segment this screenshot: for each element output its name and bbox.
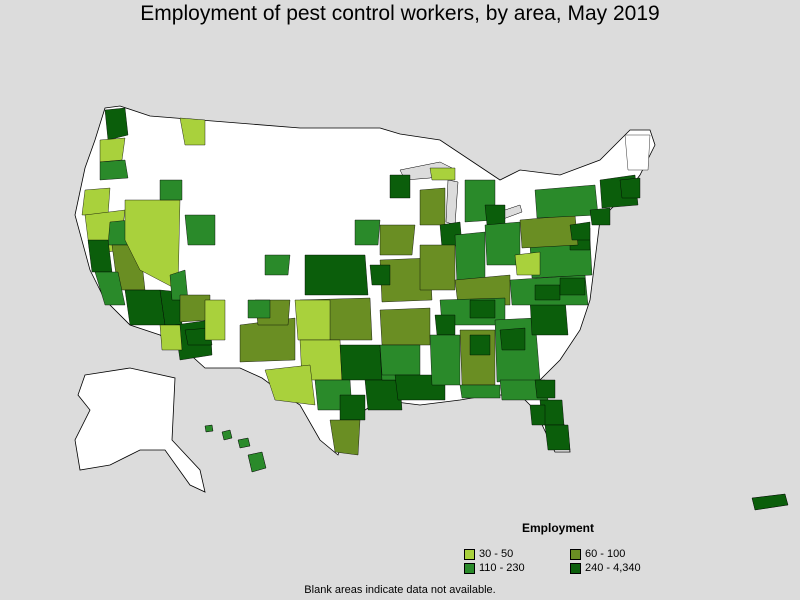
area-nm-west <box>204 299 226 341</box>
area-pa <box>519 214 579 249</box>
alaska-outline <box>74 367 206 493</box>
area-tampa <box>529 404 546 426</box>
legend-item-2: 60 - 100 <box>570 548 625 560</box>
area-philly <box>569 221 591 241</box>
area-raleigh <box>559 277 586 296</box>
area-in <box>454 231 486 286</box>
area-az-west <box>159 324 183 351</box>
area-idaho-boise <box>159 179 183 201</box>
area-kansas <box>304 254 369 296</box>
area-seattle <box>104 107 129 141</box>
area-la <box>124 289 166 326</box>
area-fl-panhandle <box>459 384 501 399</box>
legend-label-4: 240 - 4,340 <box>585 562 641 574</box>
legend-swatch-1 <box>464 548 475 560</box>
legend-swatch-3 <box>464 562 475 574</box>
area-fl-south <box>544 424 571 451</box>
area-birmingham <box>469 334 491 356</box>
legend-swatch-2 <box>570 548 581 560</box>
area-jacksonville <box>534 379 556 399</box>
legend-item-1: 30 - 50 <box>464 548 513 560</box>
area-ca-coast <box>94 271 126 306</box>
area-wa-west <box>99 137 126 163</box>
area-ok-west <box>294 299 331 341</box>
legend-item-3: 110 - 230 <box>464 562 525 574</box>
area-ny-upstate <box>534 184 599 219</box>
area-charlotte <box>534 284 561 301</box>
area-sf-bay <box>87 239 113 273</box>
area-memphis <box>434 314 456 336</box>
area-austin <box>339 394 366 421</box>
map-title: Employment of pest control workers, by a… <box>140 2 660 25</box>
area-mi-upper <box>429 167 456 181</box>
area-nebraska <box>354 219 381 246</box>
area-mn <box>389 174 411 199</box>
legend-label-3: 110 - 230 <box>479 562 525 574</box>
area-iowa <box>379 224 416 256</box>
employment-areas <box>81 107 651 456</box>
area-spokane <box>179 117 206 146</box>
area-wi <box>419 187 446 226</box>
area-il <box>419 244 456 291</box>
area-or-coast <box>81 187 111 216</box>
puerto-rico-outline <box>751 493 789 511</box>
hawaii-oahu <box>221 429 233 441</box>
area-tx-south <box>329 419 361 456</box>
area-atlanta <box>499 327 526 351</box>
alaska <box>74 367 206 493</box>
area-detroit <box>484 204 506 226</box>
area-portland <box>99 159 129 181</box>
area-mo <box>379 257 433 303</box>
legend-title: Employment <box>522 521 595 535</box>
legend-label-1: 30 - 50 <box>479 548 514 560</box>
area-ky <box>454 274 511 306</box>
hawaii-big-island <box>247 451 267 473</box>
area-ms <box>429 334 461 386</box>
area-nyc <box>589 207 611 226</box>
blank-areas-note: Blank areas indicate data not available. <box>304 584 496 596</box>
legend-item-4: 240 - 4,340 <box>570 562 641 574</box>
hawaii-kauai <box>204 424 214 433</box>
area-kc <box>369 264 391 286</box>
area-co-denver <box>264 254 291 276</box>
hawaii <box>204 424 267 473</box>
legend-swatch-4 <box>570 562 581 574</box>
area-boston <box>619 177 641 199</box>
legend-label-2: 60 - 100 <box>585 548 626 560</box>
area-nashville <box>469 299 496 319</box>
area-maine <box>624 134 651 171</box>
area-wv <box>514 251 541 276</box>
hawaii-maui <box>237 437 251 449</box>
area-oh <box>484 221 521 266</box>
puerto-rico <box>751 493 789 511</box>
area-tx-west <box>264 364 316 406</box>
area-la-north <box>379 344 421 376</box>
map-legend: Employment 30 - 50 60 - 100 110 - 230 24… <box>460 520 690 580</box>
area-dfw <box>339 344 383 381</box>
area-co-springs <box>247 299 271 319</box>
area-ar <box>379 307 431 346</box>
area-utah <box>184 214 216 246</box>
